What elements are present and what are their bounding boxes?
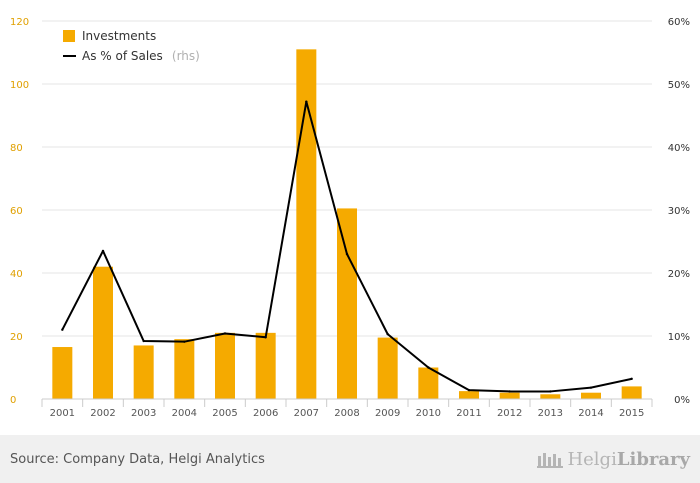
y-right-tick-label: 40% (668, 143, 690, 154)
bar-investments (52, 347, 73, 399)
x-tick-label: 2011 (456, 408, 481, 419)
line-point (264, 336, 267, 339)
bar-investments (581, 392, 601, 399)
x-tick-label: 2015 (619, 408, 644, 419)
y-left-tick-label: 20 (10, 332, 23, 343)
bar-investments (255, 332, 276, 399)
legend-line-suffix: (rhs) (172, 49, 200, 63)
y-right-tick-label: 50% (668, 80, 690, 91)
library-logo-icon (537, 453, 564, 468)
axis-layer: 0 20 40 60 80 100 120 0% 10% 20% 30% 40% 50% 60% 2001 2… (10, 17, 690, 419)
helgi-library-logo: HelgiLibrary (537, 448, 690, 470)
y-right-tick-label: 20% (668, 269, 690, 280)
y-left-tick-label: 100 (10, 80, 29, 91)
y-left-tick-label: 80 (10, 143, 23, 154)
source-note: Source: Company Data, Helgi Analytics (10, 452, 265, 467)
bar-investments (174, 339, 195, 399)
line-point (549, 390, 552, 393)
legend-line-text: As % of Sales (rhs) (82, 45, 200, 64)
footer: Source: Company Data, Helgi Analytics He… (0, 435, 700, 483)
line-point (142, 339, 145, 343)
y-right-tick-label: 10% (668, 332, 690, 343)
legend: Investments As % of Sales (rhs) (63, 29, 200, 64)
x-tick-label: 2001 (50, 408, 75, 419)
x-tick-label: 2010 (416, 408, 441, 419)
bar-investments (337, 208, 357, 399)
bar-investments (133, 345, 154, 399)
y-right-tick-label: 60% (668, 17, 690, 28)
x-tick-label: 2008 (334, 408, 359, 419)
x-tick-label: 2005 (212, 408, 237, 419)
bar-investments (377, 337, 398, 399)
line-point (508, 390, 511, 393)
bar-investments (93, 266, 113, 399)
line-point (183, 340, 186, 343)
bar-investments (499, 392, 520, 399)
line-point (589, 386, 593, 389)
y-left-tick-label: 120 (10, 17, 29, 28)
x-tick-label: 2003 (131, 408, 156, 419)
bar-investments (621, 386, 642, 399)
y-left-tick-label: 60 (10, 206, 23, 217)
x-tick-label: 2004 (172, 408, 197, 419)
x-tick-label: 2009 (375, 408, 400, 419)
legend-bar-label: Investments (82, 29, 156, 43)
line-point (345, 252, 349, 256)
y-left-tick-label: 40 (10, 269, 23, 280)
x-tick-label: 2012 (497, 408, 522, 419)
legend-line-label: As % of Sales (82, 49, 163, 63)
bar-investments (418, 367, 439, 399)
legend-bar-swatch (63, 30, 75, 42)
bar-investments (540, 394, 561, 399)
chart-svg: 0 20 40 60 80 100 120 0% 10% 20% 30% 40% 50% 60% 2001 2… (10, 17, 690, 419)
x-tick-label: 2002 (90, 408, 115, 419)
logo-text: HelgiLibrary (567, 449, 690, 470)
bar-investments (215, 332, 235, 399)
y-right-tick-label: 30% (668, 206, 690, 217)
logo-text-bold: Library (616, 448, 690, 470)
line-point (427, 366, 430, 369)
line-point (223, 332, 227, 335)
x-tick-label: 2014 (578, 408, 603, 419)
bar-investments (459, 391, 479, 399)
x-tick-label: 2007 (294, 408, 319, 419)
x-tick-label: 2013 (538, 408, 563, 419)
y-right-tick-label: 0% (674, 395, 690, 406)
line-point (386, 332, 389, 336)
line-point (467, 388, 471, 392)
line-point (61, 328, 64, 331)
x-tick-label: 2006 (253, 408, 278, 419)
y-left-tick-label: 0 (10, 395, 16, 406)
line-point (101, 249, 105, 253)
line-layer (61, 100, 633, 393)
bars-layer (52, 49, 642, 399)
bar-investments (296, 49, 317, 399)
logo-text-light: Helgi (567, 448, 617, 470)
line-point (305, 100, 308, 103)
line-point (630, 377, 633, 381)
